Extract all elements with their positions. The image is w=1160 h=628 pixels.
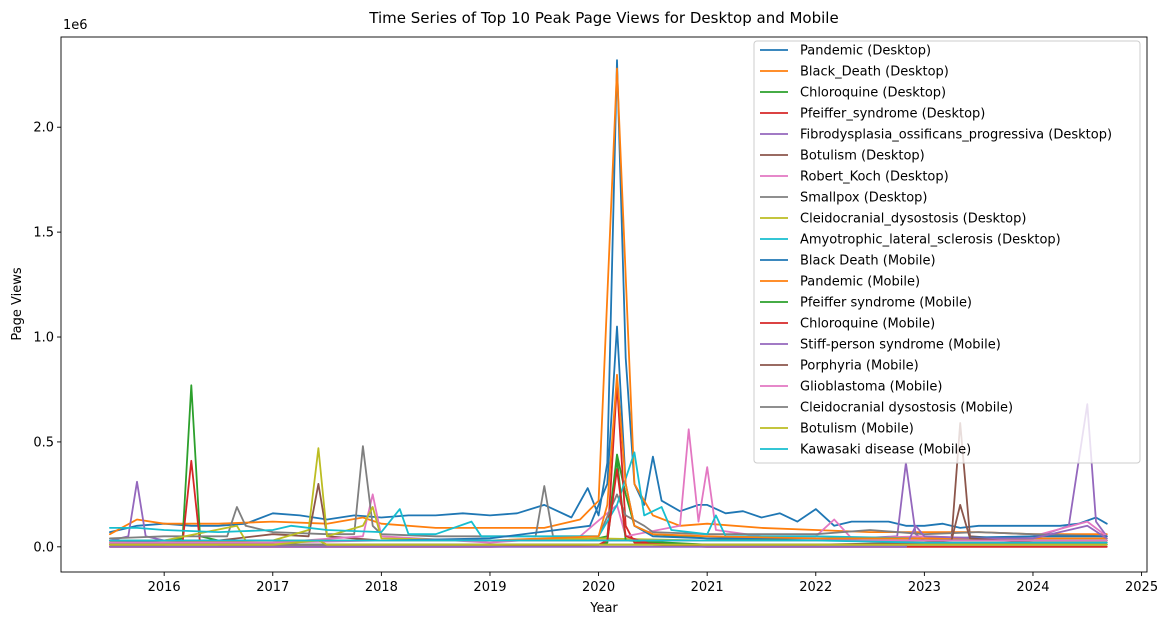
- x-tick-label: 2023: [908, 580, 941, 595]
- series-line-smallpox-desktop: [109, 445, 1108, 540]
- legend-label: Botulism (Mobile): [800, 422, 914, 437]
- legend-label: Robert_Koch (Desktop): [800, 170, 949, 185]
- x-tick-label: 2020: [582, 580, 615, 595]
- legend-label: Botulism (Desktop): [800, 149, 925, 164]
- legend-label: Pandemic (Desktop): [800, 44, 931, 59]
- y-tick-label: 1.5: [33, 226, 54, 241]
- legend-box: [753, 40, 1141, 464]
- x-axis-label: Year: [589, 601, 618, 616]
- series-line-stiff-person-syndrome-mobile: [109, 524, 1108, 548]
- legend-label: Cleidocranial dysostosis (Mobile): [800, 401, 1013, 416]
- x-axis-ticks: 2016 2017 2018 2019 2020 2021 2022 2023 2024 2025: [148, 572, 1158, 595]
- y-tick-label: 0.0: [33, 540, 54, 555]
- y-axis-label: Page Views: [10, 267, 25, 340]
- legend-label: Pfeiffer syndrome (Mobile): [800, 296, 972, 311]
- legend: Pandemic (Desktop) Black_Death (Desktop) C…: [753, 40, 1141, 464]
- series-lines: [109, 59, 1108, 548]
- legend-label: Pandemic (Mobile): [800, 275, 920, 290]
- legend-label: Porphyria (Mobile): [800, 359, 919, 374]
- y-tick-label: 2.0: [33, 121, 54, 136]
- legend-label: Fibrodysplasia_ossificans_progressiva (D…: [800, 128, 1112, 143]
- chart-title: Time Series of Top 10 Peak Page Views fo…: [368, 9, 838, 27]
- x-tick-label: 2018: [365, 580, 398, 595]
- x-tick-label: 2019: [473, 580, 506, 595]
- y-tick-label: 1.0: [33, 331, 54, 346]
- x-tick-label: 2025: [1125, 580, 1158, 595]
- legend-label: Black Death (Mobile): [800, 254, 936, 269]
- legend-label: Chloroquine (Mobile): [800, 317, 935, 332]
- y-tick-label: 0.5: [33, 435, 54, 450]
- x-tick-label: 2024: [1016, 580, 1049, 595]
- y-axis-offset-label: 1e6: [63, 18, 88, 33]
- x-tick-label: 2017: [256, 580, 289, 595]
- x-tick-label: 2016: [148, 580, 181, 595]
- series-line-pandemic-desktop: [109, 59, 1108, 533]
- legend-label: Pfeiffer_syndrome (Desktop): [800, 107, 985, 122]
- series-line-kawasaki-disease-mobile: [109, 539, 1108, 544]
- legend-label: Smallpox (Desktop): [800, 191, 928, 206]
- plot-frame: [60, 36, 1148, 573]
- legend-label: Amyotrophic_lateral_sclerosis (Desktop): [800, 233, 1061, 248]
- y-axis-ticks: 0.0 0.5 1.0 1.5 2.0: [33, 121, 61, 555]
- series-line-botulism-mobile: [109, 539, 1108, 546]
- x-tick-label: 2021: [691, 580, 724, 595]
- legend-label: Stiff-person syndrome (Mobile): [800, 338, 1001, 353]
- series-line-amyotrophic-lateral-sclerosis-desktop: [109, 451, 1108, 540]
- legend-label: Black_Death (Desktop): [800, 65, 949, 80]
- legend-label: Kawasaki disease (Mobile): [800, 443, 971, 458]
- legend-label: Chloroquine (Desktop): [800, 86, 946, 101]
- legend-label: Glioblastoma (Mobile): [800, 380, 942, 395]
- legend-label: Cleidocranial_dysostosis (Desktop): [800, 212, 1026, 227]
- x-tick-label: 2022: [799, 580, 832, 595]
